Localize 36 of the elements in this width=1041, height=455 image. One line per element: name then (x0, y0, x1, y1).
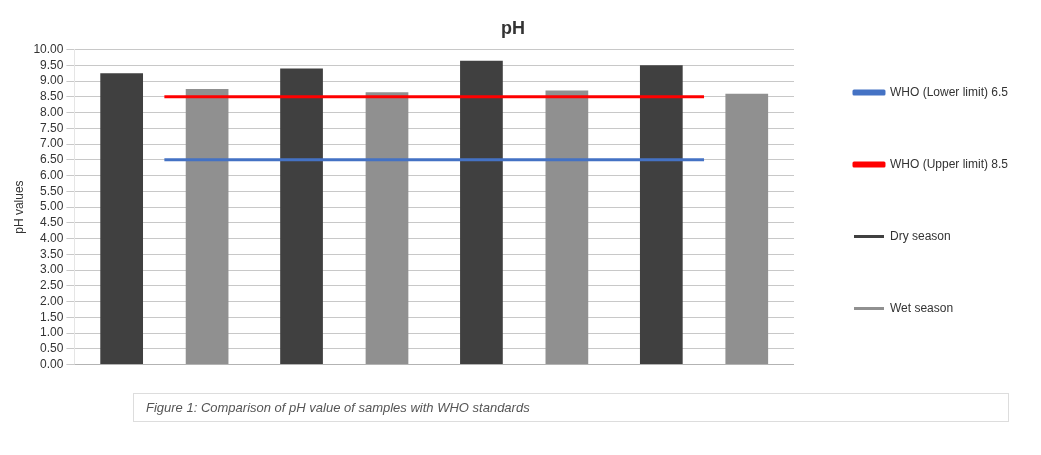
y-tick-label: 6.00 (40, 167, 64, 182)
y-tick-label: 0.50 (40, 341, 64, 356)
y-tick-label: 7.50 (40, 120, 64, 135)
legend-label: Wet season (889, 300, 954, 315)
y-tick-label: 5.50 (40, 183, 64, 198)
y-tick-label: 2.00 (40, 293, 64, 308)
y-tick-label: 9.00 (40, 73, 64, 88)
y-tick-label: 8.00 (40, 104, 64, 119)
y-tick-label: 3.50 (40, 246, 64, 261)
y-tick-label: 1.50 (40, 309, 64, 324)
bar (280, 68, 323, 365)
y-tick-label: 3.00 (40, 262, 64, 277)
bar (725, 93, 769, 365)
legend-label: WHO (Upper limit) 8.5 (889, 156, 1009, 171)
legend-label: Dry season (889, 228, 951, 243)
y-tick-label: 1.00 (40, 325, 64, 340)
caption: Figure 1: Comparison of pH value of samples with WHO standards (133, 393, 1009, 422)
chart-title: pH (501, 17, 525, 38)
y-tick-label: 2.50 (40, 278, 64, 293)
bar (185, 88, 229, 365)
bar (545, 90, 589, 365)
y-tick-label: 4.50 (40, 215, 64, 230)
y-tick-label: 6.50 (40, 152, 64, 167)
y-axis-title: pH values (11, 180, 26, 234)
legend-label: WHO (Lower limit) 6.5 (889, 84, 1009, 99)
y-tick-label: 0.00 (40, 356, 64, 371)
y-tick-label: 8.50 (40, 89, 64, 104)
y-tick-label: 10.00 (33, 41, 64, 56)
bar (460, 60, 503, 365)
bar (639, 65, 683, 365)
y-tick-label: 5.00 (40, 199, 64, 214)
y-tick-label: 7.00 (40, 136, 64, 151)
bar (100, 73, 144, 365)
y-tick-label: 4.00 (40, 230, 64, 245)
y-tick-label: 9.50 (40, 57, 64, 72)
bar (365, 92, 409, 365)
